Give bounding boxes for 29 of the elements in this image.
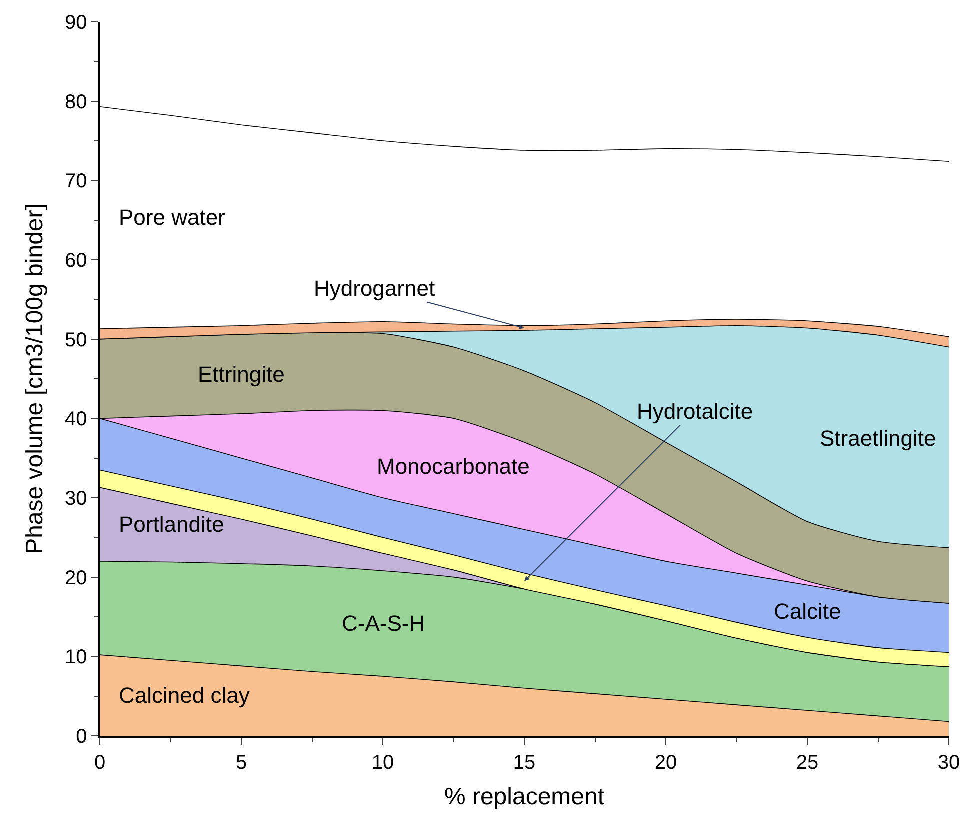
series-label: Calcite bbox=[774, 599, 842, 624]
x-tick-label: 25 bbox=[796, 752, 819, 774]
y-tick-label: 20 bbox=[65, 567, 88, 590]
series-label: Hydrogarnet bbox=[314, 276, 436, 301]
series-label: C-A-S-H bbox=[342, 611, 426, 636]
series-label: Portlandite bbox=[119, 512, 224, 537]
x-tick-label: 0 bbox=[94, 752, 106, 774]
y-tick-label: 90 bbox=[65, 12, 88, 34]
y-tick-label: 0 bbox=[76, 726, 88, 748]
series-label: Pore water bbox=[119, 205, 226, 230]
x-tick-label: 15 bbox=[513, 752, 536, 774]
x-tick-label: 20 bbox=[654, 752, 678, 774]
y-axis-title: Phase volume [cm3/100g binder] bbox=[22, 204, 49, 554]
x-tick-label: 30 bbox=[938, 752, 960, 774]
y-tick-label: 30 bbox=[65, 488, 88, 510]
series-label: Monocarbonate bbox=[377, 454, 530, 479]
series-label: Straetlingite bbox=[820, 426, 936, 451]
series-label: Calcined clay bbox=[119, 683, 250, 708]
y-tick-label: 60 bbox=[65, 250, 88, 272]
y-tick-label: 40 bbox=[65, 408, 88, 431]
x-tick-label: 10 bbox=[372, 752, 394, 774]
y-tick-label: 70 bbox=[65, 170, 88, 193]
text: Hydrotalcite bbox=[637, 399, 754, 424]
y-tick-label: 10 bbox=[65, 646, 88, 669]
y-tick-label: 80 bbox=[65, 91, 88, 114]
x-axis-title: % replacement bbox=[444, 784, 605, 811]
y-tick-label: 50 bbox=[65, 329, 88, 352]
series-label: Ettringite bbox=[198, 362, 285, 387]
x-tick-label: 5 bbox=[236, 752, 248, 774]
